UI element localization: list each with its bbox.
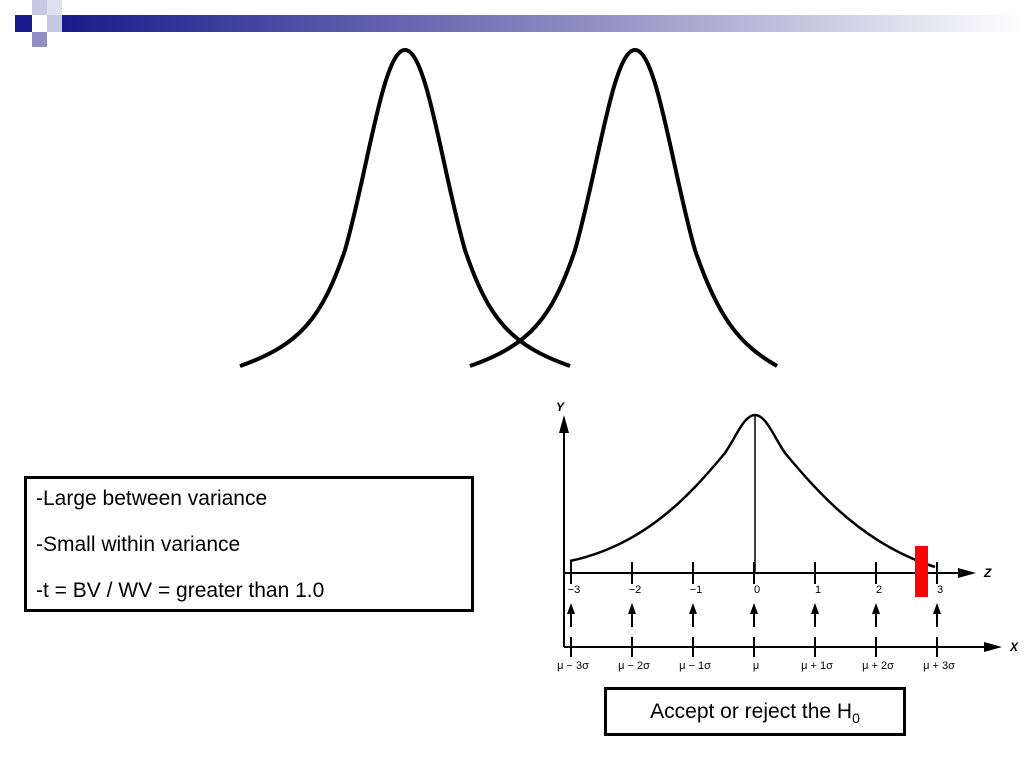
z-axis-label: Z bbox=[983, 566, 992, 580]
correspondence-arrowhead bbox=[811, 603, 819, 614]
z-tick-label: −2 bbox=[629, 584, 642, 596]
correspondence-arrowhead bbox=[750, 603, 758, 614]
rejection-region-marker bbox=[915, 546, 928, 597]
z-tick-label: −1 bbox=[690, 584, 703, 596]
z-tick-label: 0 bbox=[754, 584, 760, 596]
x-axis-arrowhead bbox=[984, 642, 1002, 652]
header-square bbox=[32, 0, 47, 15]
variance-info-box: -Large between variance -Small within va… bbox=[24, 476, 474, 612]
z-axis-arrowhead bbox=[958, 568, 976, 578]
header-square bbox=[47, 0, 62, 15]
tick-layer: −3 μ − 3σ −2 μ − 2σ −1 μ − 1σ 0 μ 1 μ + 1σ 2 μ + 2σ… bbox=[557, 562, 955, 672]
correspondence-arrowhead bbox=[689, 603, 697, 614]
header-square bbox=[47, 15, 62, 32]
x-tick-label: μ − 2σ bbox=[618, 660, 650, 672]
left-distribution-curve bbox=[239, 47, 571, 368]
header-square bbox=[32, 32, 47, 47]
normal-distribution-diagram: Y Z X −3 μ − 3σ −2 μ − 2σ −1 μ − 1σ 0 μ 1 μ + 1σ 2… bbox=[556, 400, 1019, 672]
caption-text: Accept or reject the H bbox=[650, 700, 853, 723]
x-tick-label: μ + 1σ bbox=[801, 660, 833, 672]
x-tick-label: μ − 3σ bbox=[557, 660, 589, 672]
z-tick-label: 1 bbox=[815, 584, 821, 596]
x-tick-label: μ − 1σ bbox=[679, 660, 711, 672]
correspondence-arrowhead bbox=[872, 603, 880, 614]
x-tick-label: μ bbox=[753, 660, 759, 672]
header-square bbox=[15, 15, 32, 32]
hypothesis-caption-box: Accept or reject the H0 bbox=[604, 687, 906, 736]
correspondence-arrowhead bbox=[567, 603, 575, 614]
right-distribution-curve bbox=[469, 47, 778, 368]
info-line-t-ratio: -t = BV / WV = greater than 1.0 bbox=[36, 579, 325, 602]
overlapping-distributions bbox=[239, 47, 778, 368]
z-tick-label: 2 bbox=[876, 584, 882, 596]
z-tick-label: 3 bbox=[937, 584, 943, 596]
caption-subscript: 0 bbox=[852, 710, 860, 727]
z-tick-label: −3 bbox=[568, 584, 581, 596]
normal-curve bbox=[569, 413, 936, 569]
x-tick-label: μ + 2σ bbox=[862, 660, 894, 672]
y-axis-label: Y bbox=[556, 400, 565, 414]
y-axis-arrowhead bbox=[559, 415, 569, 433]
info-line-between-variance: -Large between variance bbox=[36, 487, 268, 510]
header-decoration bbox=[15, 0, 1024, 47]
correspondence-arrowhead bbox=[933, 603, 941, 614]
info-line-within-variance: -Small within variance bbox=[36, 533, 241, 556]
header-gradient-bar bbox=[62, 15, 1024, 32]
correspondence-arrowhead bbox=[628, 603, 636, 614]
x-axis-label: X bbox=[1009, 640, 1019, 654]
x-tick-label: μ + 3σ bbox=[923, 660, 955, 672]
